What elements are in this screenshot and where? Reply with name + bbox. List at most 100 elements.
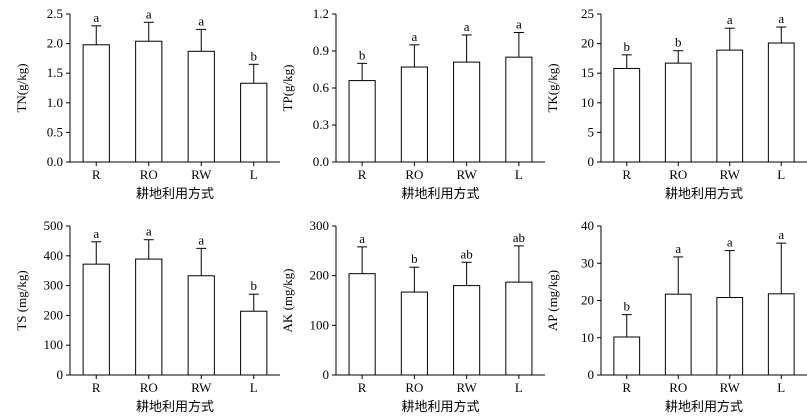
x-tick-label: RO bbox=[140, 380, 158, 395]
y-tick-label: 200 bbox=[44, 307, 64, 322]
significance-letter: a bbox=[727, 235, 733, 250]
significance-letter: a bbox=[359, 231, 365, 246]
x-axis-label: 耕地利用方式 bbox=[401, 186, 479, 201]
significance-letter: ab bbox=[460, 246, 472, 261]
bar bbox=[505, 281, 533, 376]
x-tick-label: L bbox=[777, 380, 785, 395]
significance-letter: b bbox=[411, 251, 418, 266]
bar bbox=[348, 273, 376, 376]
chart-panel: 0 100 200 300 AK (mg/kg) a Rb RO ab RW ab L 耕地利用方式 bbox=[280, 218, 545, 414]
x-axis-label: 耕地利用方式 bbox=[665, 186, 743, 201]
x-tick-label: R bbox=[358, 167, 367, 182]
bar bbox=[767, 293, 795, 376]
y-tick-label: 5 bbox=[588, 124, 595, 139]
y-tick-label: 0 bbox=[323, 367, 330, 382]
bar bbox=[187, 275, 215, 376]
bar bbox=[348, 80, 376, 163]
y-tick-label: 10 bbox=[581, 95, 594, 110]
significance-letter: b bbox=[624, 39, 631, 54]
x-axis-label: 耕地利用方式 bbox=[401, 399, 479, 414]
x-tick-label: L bbox=[515, 167, 523, 182]
y-tick-label: 0.0 bbox=[47, 154, 63, 169]
y-tick-label: 0.6 bbox=[313, 80, 330, 95]
significance-letter: a bbox=[146, 6, 152, 21]
bar bbox=[135, 40, 163, 163]
significance-letter: b bbox=[251, 278, 258, 293]
x-axis-label: 耕地利用方式 bbox=[665, 399, 743, 414]
bar bbox=[400, 291, 428, 376]
x-tick-label: RO bbox=[669, 167, 687, 182]
y-tick-label: 2.0 bbox=[47, 36, 63, 51]
bar bbox=[82, 263, 110, 376]
y-axis-label: TP(g/kg) bbox=[280, 65, 295, 112]
y-tick-label: 0.3 bbox=[313, 117, 329, 132]
y-tick-label: 1.0 bbox=[47, 95, 63, 110]
x-tick-label: RO bbox=[405, 380, 423, 395]
y-axis-label: TK(g/kg) bbox=[545, 63, 560, 112]
significance-letter: a bbox=[198, 232, 204, 247]
y-tick-label: 0 bbox=[57, 367, 64, 382]
y-tick-label: 10 bbox=[581, 330, 594, 345]
x-tick-label: L bbox=[250, 380, 258, 395]
bar bbox=[187, 50, 215, 163]
significance-letter: ab bbox=[513, 230, 525, 245]
y-tick-label: 400 bbox=[44, 248, 64, 263]
y-tick-label: 40 bbox=[581, 218, 594, 233]
y-tick-label: 200 bbox=[310, 268, 330, 283]
bar bbox=[505, 56, 533, 163]
bar bbox=[453, 61, 481, 163]
x-tick-label: R bbox=[92, 380, 101, 395]
significance-letter: a bbox=[93, 10, 99, 25]
significance-letter: a bbox=[778, 11, 784, 26]
y-axis-label: TS (mg/kg) bbox=[14, 270, 29, 330]
significance-letter: a bbox=[516, 17, 522, 32]
bar bbox=[400, 66, 428, 163]
y-axis-label: AK (mg/kg) bbox=[280, 269, 295, 333]
x-axis-label: 耕地利用方式 bbox=[136, 399, 214, 414]
bar bbox=[767, 42, 795, 163]
x-tick-label: RO bbox=[669, 380, 687, 395]
y-tick-label: 0.0 bbox=[313, 154, 329, 169]
bar bbox=[135, 258, 163, 376]
bar bbox=[240, 82, 268, 163]
significance-letter: a bbox=[675, 241, 681, 256]
y-tick-label: 100 bbox=[44, 337, 64, 352]
y-tick-label: 100 bbox=[310, 317, 330, 332]
x-tick-label: RO bbox=[405, 167, 423, 182]
bar bbox=[453, 285, 481, 376]
significance-letter: a bbox=[146, 224, 152, 239]
significance-letter: a bbox=[198, 13, 204, 28]
y-tick-label: 0.5 bbox=[47, 124, 63, 139]
x-tick-label: R bbox=[92, 167, 101, 182]
y-tick-label: 2.5 bbox=[47, 6, 63, 21]
y-axis-label: TN(g/kg) bbox=[14, 63, 29, 112]
y-tick-label: 300 bbox=[310, 218, 330, 233]
bar bbox=[613, 67, 641, 163]
y-tick-label: 0 bbox=[588, 367, 595, 382]
y-tick-label: 20 bbox=[581, 293, 594, 308]
x-tick-label: L bbox=[515, 380, 523, 395]
chart-panel: 0 10 20 30 40 AP (mg/kg) b Ra RO a RW a L 耕地利用方式 bbox=[545, 218, 807, 414]
y-tick-label: 30 bbox=[581, 255, 594, 270]
significance-letter: b bbox=[251, 48, 258, 63]
bar bbox=[613, 336, 641, 376]
x-tick-label: L bbox=[250, 167, 258, 182]
significance-letter: b bbox=[675, 35, 682, 50]
y-tick-label: 1.5 bbox=[47, 65, 63, 80]
bar bbox=[82, 44, 110, 163]
significance-letter: a bbox=[778, 227, 784, 242]
x-tick-label: RW bbox=[191, 167, 212, 182]
significance-letter: a bbox=[93, 226, 99, 241]
x-tick-label: R bbox=[622, 167, 631, 182]
y-tick-label: 1.2 bbox=[313, 6, 329, 21]
significance-letter: a bbox=[727, 12, 733, 27]
x-tick-label: RW bbox=[457, 380, 478, 395]
bar bbox=[664, 293, 692, 376]
y-tick-label: 0 bbox=[588, 154, 595, 169]
significance-letter: b bbox=[624, 299, 631, 314]
y-tick-label: 0.9 bbox=[313, 43, 329, 58]
x-tick-label: R bbox=[622, 380, 631, 395]
x-tick-label: RO bbox=[140, 167, 158, 182]
x-tick-label: RW bbox=[457, 167, 478, 182]
